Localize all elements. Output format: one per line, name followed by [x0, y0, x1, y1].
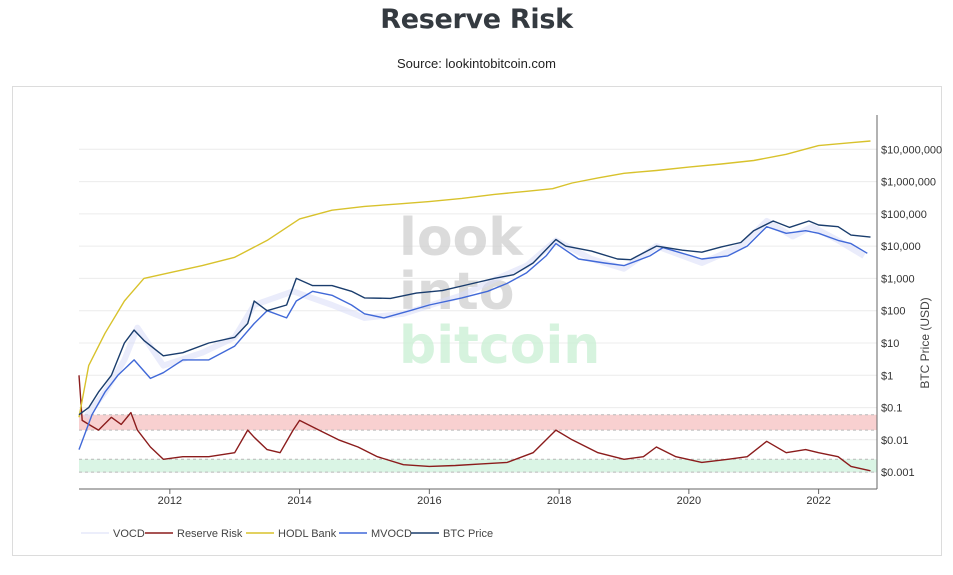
legend[interactable]: VOCD Reserve Risk HODL Bank MVOCD BTC Price	[81, 528, 493, 540]
legend-item[interactable]: Reserve Risk	[145, 528, 243, 540]
x-tick-label: 2020	[677, 495, 701, 507]
y-tick-label: $1	[881, 370, 893, 382]
x-tick-label: 2016	[417, 495, 441, 507]
series-vocd	[83, 218, 866, 420]
legend-label: HODL Bank	[278, 528, 337, 540]
watermark-line: into	[399, 262, 514, 322]
x-tick-label: 2012	[158, 495, 182, 507]
y-tick-label: $100	[881, 306, 905, 318]
watermark-line: look	[399, 208, 524, 268]
y-axis-title: BTC Price (USD)	[918, 297, 932, 388]
legend-item[interactable]: BTC Price	[411, 528, 493, 540]
chart-frame: look into bitcoin $0.001 $0.01 $0.1 $1 $10 $100 $…	[12, 86, 942, 556]
y-tick-label: $1,000	[881, 273, 915, 285]
legend-label: MVOCD	[371, 528, 412, 540]
legend-item[interactable]: HODL Bank	[246, 528, 337, 540]
chart-title: Reserve Risk	[380, 4, 573, 35]
x-tick-label: 2014	[287, 495, 311, 507]
y-tick-label: $1,000,000	[881, 177, 936, 189]
x-tick-label: 2018	[547, 495, 571, 507]
y-tick-label: $0.001	[881, 467, 915, 479]
high-risk-zone	[79, 414, 877, 431]
legend-item[interactable]: VOCD	[81, 528, 145, 540]
series-mvocd	[78, 225, 868, 450]
series-hodl-bank	[78, 140, 871, 418]
y-tick-label: $10,000	[881, 241, 921, 253]
series-reserve-risk	[78, 375, 871, 472]
y-tick-label: $10	[881, 338, 899, 350]
low-risk-zone	[79, 459, 877, 473]
legend-label: Reserve Risk	[177, 528, 243, 540]
legend-label: BTC Price	[443, 528, 493, 540]
y-tick-label: $100,000	[881, 209, 927, 221]
chart-svg[interactable]: lookintobitcoin $0.001 $0.01 $0.1 $1 $10 $100 $…	[13, 87, 943, 557]
legend-label: VOCD	[113, 528, 145, 540]
chart-source: Source: lookintobitcoin.com	[397, 56, 556, 71]
x-tick-label: 2022	[806, 495, 830, 507]
y-tick-label: $10,000,000	[881, 144, 942, 156]
legend-item[interactable]: MVOCD	[339, 528, 412, 540]
y-tick-label: $0.1	[881, 403, 902, 415]
gridlines	[79, 148, 877, 473]
y-tick-label: $0.01	[881, 435, 909, 447]
watermark-line: bitcoin	[399, 316, 600, 376]
series-btc-price	[78, 220, 871, 416]
